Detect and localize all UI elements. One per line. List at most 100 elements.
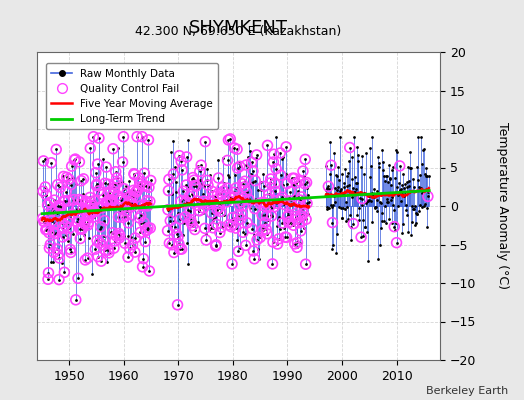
Point: [91, 246, 100, 252]
Point: [104, 181, 112, 188]
Point: [130, 171, 138, 178]
Point: [328, 219, 336, 226]
Point: [294, 194, 302, 200]
Point: [111, 180, 119, 187]
Point: [235, 202, 244, 208]
Point: [423, 224, 431, 230]
Point: [221, 199, 230, 206]
Point: [181, 200, 189, 206]
Point: [78, 226, 86, 232]
Point: [175, 152, 183, 159]
Point: [237, 198, 245, 205]
Point: [277, 172, 285, 178]
Point: [184, 184, 193, 190]
Point: [59, 173, 68, 180]
Point: [405, 178, 413, 184]
Point: [170, 218, 179, 224]
Point: [188, 191, 196, 197]
Point: [265, 191, 273, 198]
Point: [301, 261, 310, 267]
Point: [240, 184, 248, 190]
Point: [328, 219, 336, 226]
Point: [114, 214, 123, 220]
Point: [254, 187, 263, 193]
Point: [349, 220, 357, 227]
Point: [134, 174, 143, 181]
Point: [59, 173, 68, 180]
Point: [384, 179, 392, 186]
Point: [239, 202, 248, 209]
Point: [124, 220, 133, 226]
Point: [58, 234, 67, 240]
Point: [417, 134, 425, 140]
Point: [82, 199, 91, 206]
Point: [268, 204, 276, 211]
Point: [136, 180, 144, 187]
Point: [299, 210, 308, 217]
Point: [188, 222, 196, 229]
Point: [137, 220, 145, 226]
Point: [184, 261, 192, 267]
Point: [62, 188, 70, 195]
Point: [294, 188, 302, 194]
Point: [126, 193, 135, 199]
Point: [67, 181, 75, 188]
Point: [278, 220, 287, 226]
Point: [266, 180, 275, 186]
Point: [97, 205, 106, 211]
Point: [94, 254, 102, 260]
Point: [138, 134, 146, 140]
Point: [164, 206, 172, 213]
Point: [73, 218, 81, 225]
Point: [75, 226, 84, 232]
Point: [406, 149, 414, 156]
Point: [245, 196, 253, 203]
Point: [102, 199, 110, 206]
Point: [253, 152, 261, 158]
Point: [201, 138, 210, 145]
Point: [120, 233, 128, 240]
Point: [63, 178, 71, 184]
Point: [241, 178, 249, 184]
Point: [267, 176, 275, 182]
Point: [260, 225, 268, 231]
Point: [289, 222, 298, 228]
Point: [231, 172, 239, 178]
Point: [388, 194, 397, 200]
Point: [141, 238, 149, 245]
Point: [414, 184, 423, 190]
Point: [83, 216, 91, 222]
Point: [332, 187, 341, 193]
Point: [89, 206, 97, 212]
Point: [280, 201, 289, 208]
Point: [101, 247, 110, 254]
Point: [198, 210, 206, 216]
Point: [219, 188, 227, 194]
Point: [243, 189, 251, 195]
Point: [79, 205, 87, 211]
Point: [113, 193, 121, 199]
Point: [47, 160, 56, 166]
Point: [108, 230, 117, 236]
Point: [330, 150, 339, 156]
Point: [233, 146, 241, 152]
Point: [41, 184, 49, 190]
Point: [54, 202, 63, 209]
Point: [356, 190, 364, 196]
Point: [416, 201, 424, 208]
Point: [59, 225, 67, 231]
Point: [363, 229, 371, 235]
Point: [387, 182, 395, 188]
Point: [48, 208, 56, 214]
Point: [53, 182, 62, 188]
Point: [423, 204, 432, 211]
Point: [271, 188, 279, 194]
Point: [85, 213, 94, 220]
Point: [55, 255, 63, 261]
Point: [136, 180, 144, 187]
Point: [372, 204, 380, 210]
Point: [201, 138, 210, 145]
Point: [87, 199, 95, 206]
Point: [94, 254, 102, 260]
Point: [166, 213, 174, 220]
